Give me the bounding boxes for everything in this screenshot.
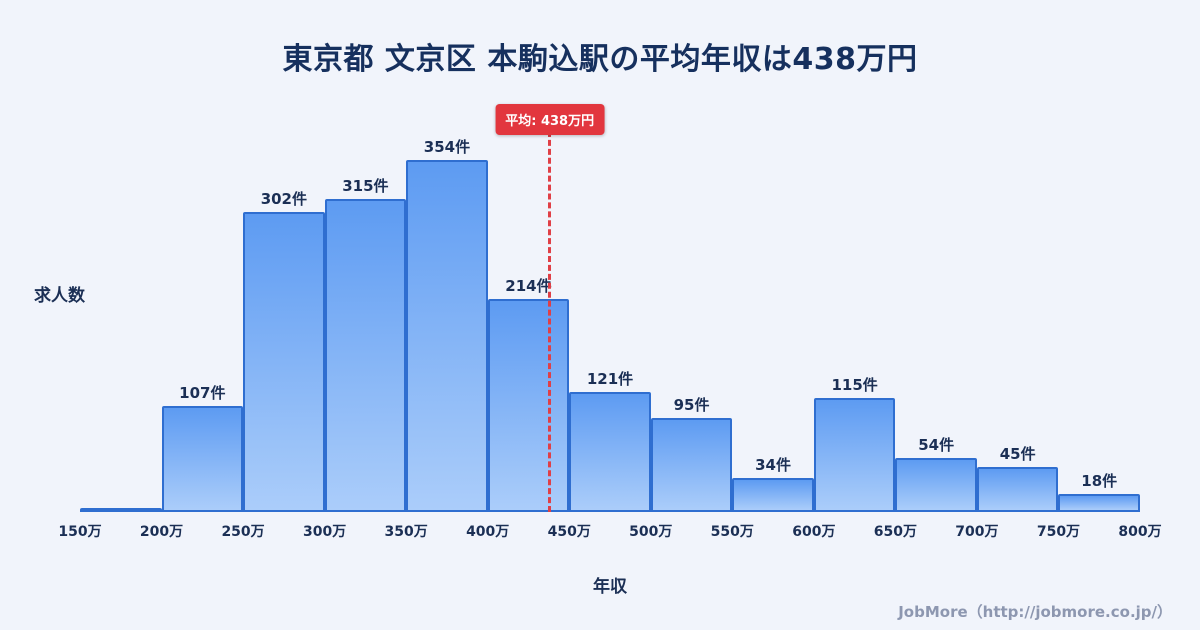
x-tick-label: 750万 [1036,524,1081,540]
histogram-bar [406,160,488,512]
bar-value-label: 121件 [586,369,634,388]
x-tick-label: 250万 [221,524,265,540]
x-tick-label: 600万 [792,524,836,540]
bar-value-label: 107件 [179,383,226,402]
x-tick-label: 400万 [466,524,510,540]
x-tick-label: 800万 [1118,524,1162,540]
histogram-bar [1058,494,1140,512]
x-tick-label: 300万 [302,524,347,540]
histogram-bar [976,467,1059,512]
bar-value-label: 354件 [423,138,471,156]
bar-value-label: 214件 [505,277,552,296]
histogram-bar [324,198,407,512]
x-axis-label: 年収 [593,577,627,597]
x-tick-label: 200万 [139,524,184,540]
x-tick-label: 350万 [384,524,428,540]
footer-credit: JobMore（http://jobmore.co.jp/） [898,603,1172,621]
y-axis-label: 求人数 [34,286,85,306]
bar-value-label: 54件 [918,436,955,455]
histogram-bar [487,299,570,512]
chart-title: 東京都 文京区 本駒込駅の平均年収は438万円 [282,42,918,77]
x-tick-label: 650万 [873,524,917,540]
bar-value-label: 18件 [1081,472,1118,491]
bar-value-label: 95件 [673,395,710,414]
x-tick-label: 700万 [955,524,999,540]
bar-value-label: 302件 [260,189,307,208]
bar-value-label: 45件 [999,445,1036,464]
average-line [548,131,552,512]
histogram-bar [569,391,651,512]
bar-value-label: 115件 [831,375,878,394]
bar-value-label: 34件 [755,456,791,475]
histogram-bar [813,397,896,512]
x-tick-label: 500万 [629,524,673,540]
histogram-bar [161,405,244,512]
average-badge: 平均: 438万円 [495,104,605,135]
histogram-bar [80,508,162,512]
histogram-bar [650,417,733,512]
histogram-bar [895,458,977,512]
histogram-bar [243,211,325,512]
histogram-bar [732,478,814,512]
bar-value-label: 315件 [342,176,389,195]
x-tick-label: 450万 [547,524,591,540]
x-tick-label: 150万 [58,524,102,540]
x-tick-label: 550万 [710,524,754,540]
